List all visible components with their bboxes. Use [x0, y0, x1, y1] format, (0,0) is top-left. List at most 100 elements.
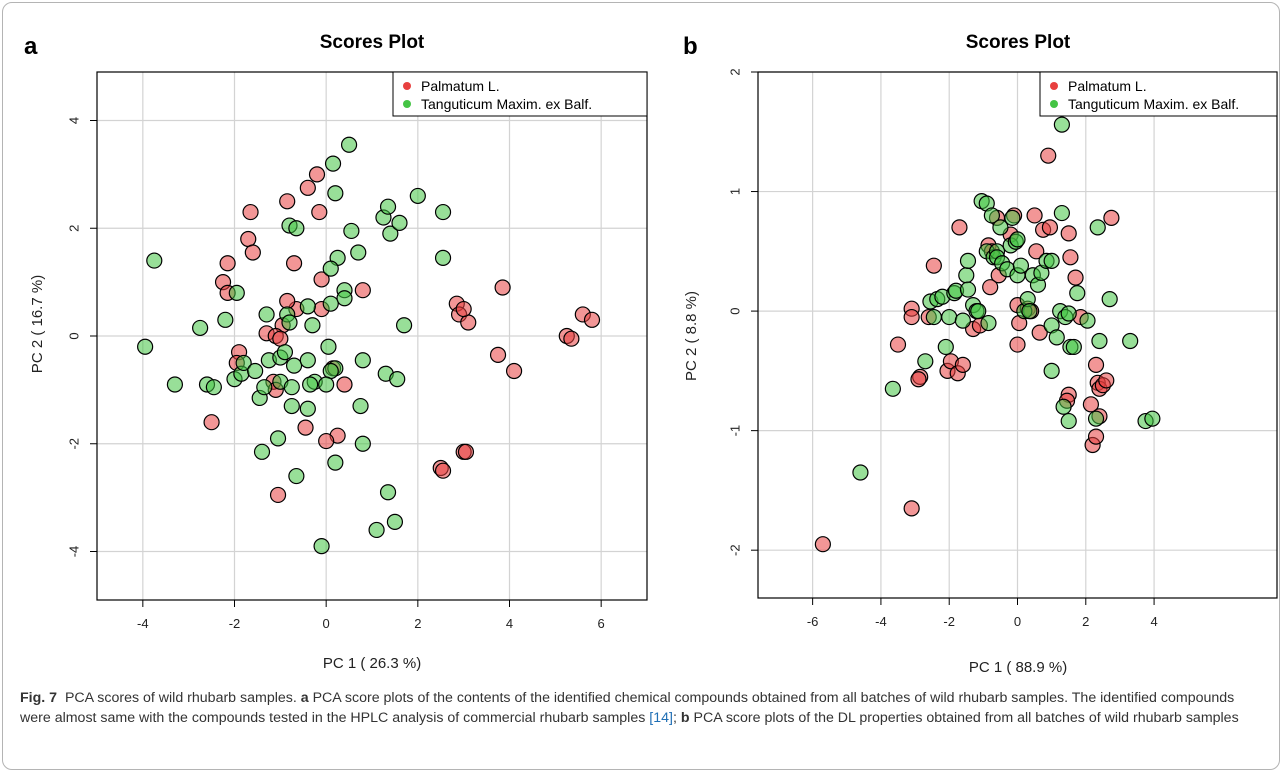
panel-a-point-tanguticum — [288, 467, 305, 485]
panel-a-y-tick-label: -2 — [66, 438, 81, 450]
panel-b-point-palmatum — [1098, 372, 1115, 389]
panel-b-point-tanguticum — [958, 267, 975, 284]
panel-b-point-palmatum — [954, 356, 971, 373]
panel-b-point-tanguticum — [1101, 291, 1118, 308]
panel-a-point-tanguticum — [336, 290, 353, 307]
panel-b-legend-marker — [1050, 100, 1058, 108]
panel-b-x-tick-label: 4 — [1150, 614, 1157, 629]
panel-b-point-tanguticum — [852, 464, 869, 481]
panel-a-x-tick-label: 6 — [598, 616, 605, 631]
panel-a-point-tanguticum — [228, 284, 245, 301]
panel-a-point-palmatum — [457, 443, 475, 460]
panel-a-point-palmatum — [354, 282, 371, 299]
panel-a-point-tanguticum — [299, 400, 316, 417]
panel-a-point-tanguticum — [379, 484, 397, 501]
panel-b-point-tanguticum — [970, 302, 987, 320]
panel-a-point-palmatum — [311, 203, 328, 221]
panel-a-point-tanguticum — [256, 379, 273, 396]
panel-b-point-palmatum — [903, 500, 920, 517]
panel-a-point-tanguticum — [283, 397, 300, 415]
caption-separator: ; — [672, 710, 677, 726]
panel-a-point-tanguticum — [354, 352, 371, 369]
panel-a-point-tanguticum — [434, 203, 452, 221]
panel-a-point-tanguticum — [299, 298, 316, 315]
panel-a-point-tanguticum — [354, 435, 371, 452]
panel-a-point-palmatum — [203, 414, 220, 431]
panel-a-point-palmatum — [308, 166, 326, 183]
panel-a-point-tanguticum — [302, 376, 319, 393]
panel-b-point-tanguticum — [937, 338, 954, 356]
panel-b-point-palmatum — [951, 219, 968, 236]
panel-a-point-tanguticum — [258, 306, 275, 323]
panel-a-point-tanguticum — [327, 454, 344, 471]
panel-b-point-tanguticum — [1055, 398, 1072, 415]
panel-b-point-palmatum — [1062, 249, 1079, 266]
panel-a-point-tanguticum — [391, 214, 408, 231]
panel-b-point-tanguticum — [1060, 412, 1077, 430]
panel-b-point-tanguticum — [1043, 252, 1060, 269]
panel-b-x-tick-label: 2 — [1082, 614, 1089, 629]
panel-a-point-tanguticum — [205, 379, 222, 396]
panel-a-point-palmatum — [240, 230, 257, 248]
panel-a-point-palmatum — [434, 462, 452, 479]
panel-a-point-tanguticum — [382, 225, 399, 242]
panel-a-point-palmatum — [505, 362, 523, 380]
panel-a-point-palmatum — [313, 271, 330, 288]
figure-plots: a Scores Plot -4 -2 0 2 4 6 -4 -2 0 2 4 Palmatum L.… — [24, 32, 1278, 676]
panel-b-point-tanguticum — [925, 308, 942, 326]
panel-a-point-palmatum — [583, 311, 601, 328]
caption-part-b-letter: b — [680, 710, 690, 726]
panel-a-point-tanguticum — [322, 295, 339, 312]
panel-a-point-palmatum — [269, 486, 287, 504]
panel-a-point-tanguticum — [434, 249, 452, 266]
panel-a-point-tanguticum — [283, 379, 300, 396]
panel-a-x-axis-label: PC 1 ( 26.3 %) — [323, 655, 421, 672]
panel-b-point-tanguticum — [959, 252, 977, 269]
panel-a-point-tanguticum — [235, 354, 252, 372]
panel-a-point-tanguticum — [350, 244, 367, 261]
panel-a-point-tanguticum — [276, 344, 294, 361]
panel-a-point-tanguticum — [352, 397, 369, 415]
panel-a-y-axis-label: PC 2 ( 16.7 %) — [29, 275, 46, 373]
panel-b-point-palmatum — [982, 279, 999, 296]
panel-b-scatter: -6 -4 -2 0 2 4 -2 -1 0 1 2 Palmatum L. Tanguticum Ma… — [727, 68, 1278, 629]
panel-a-point-tanguticum — [395, 317, 413, 334]
caption-reference-link[interactable]: [14] — [649, 710, 673, 726]
panel-b-point-palmatum — [814, 536, 831, 553]
panel-b-point-tanguticum — [1069, 285, 1086, 302]
panel-b-y-tick-label: 0 — [727, 307, 742, 314]
panel-a-point-tanguticum — [340, 136, 358, 153]
panel-a-y-tick-label: 2 — [66, 225, 81, 232]
panel-a-point-tanguticum — [318, 376, 335, 393]
panel-b-y-tick-label: 1 — [727, 188, 742, 195]
caption-part-a-letter: a — [300, 690, 309, 706]
panel-b-point-tanguticum — [992, 219, 1009, 236]
panel-a-y-tick-label: 0 — [66, 332, 81, 339]
panel-a-point-tanguticum — [146, 252, 163, 269]
caption-title: PCA scores of wild rhubarb samples. — [64, 690, 297, 706]
panel-a-point-palmatum — [297, 419, 314, 436]
panel-b-point-tanguticum — [980, 314, 997, 332]
panel-b-point-palmatum — [1060, 225, 1077, 242]
panel-a-point-palmatum — [272, 330, 289, 347]
panel-b-point-tanguticum — [1012, 257, 1030, 274]
panel-a-point-tanguticum — [288, 220, 305, 237]
panel-a-point-tanguticum — [285, 357, 303, 374]
panel-a-point-tanguticum — [281, 314, 298, 331]
panel-b-point-tanguticum — [1048, 329, 1065, 346]
panel-b-point-tanguticum — [959, 281, 977, 298]
panel-a-point-palmatum — [460, 314, 477, 331]
panel-b-x-axis-label: PC 1 ( 88.9 %) — [969, 659, 1067, 676]
panel-a-point-tanguticum — [386, 513, 404, 530]
panel-b-legend-marker — [1050, 82, 1058, 90]
panel-b-point-tanguticum — [954, 312, 971, 329]
panel-b-legend — [1039, 71, 1278, 117]
panel-b-point-palmatum — [1087, 428, 1105, 445]
caption-part-a-text: PCA score plots of the contents of the i… — [20, 690, 1235, 726]
panel-b-x-tick-label: -6 — [807, 614, 819, 629]
panel-b-point-palmatum — [1040, 147, 1057, 164]
panel-b-point-palmatum — [889, 336, 907, 353]
panel-a-point-tanguticum — [322, 260, 339, 277]
panel-a-point-tanguticum — [389, 371, 406, 388]
panel-b-point-tanguticum — [1144, 410, 1161, 427]
